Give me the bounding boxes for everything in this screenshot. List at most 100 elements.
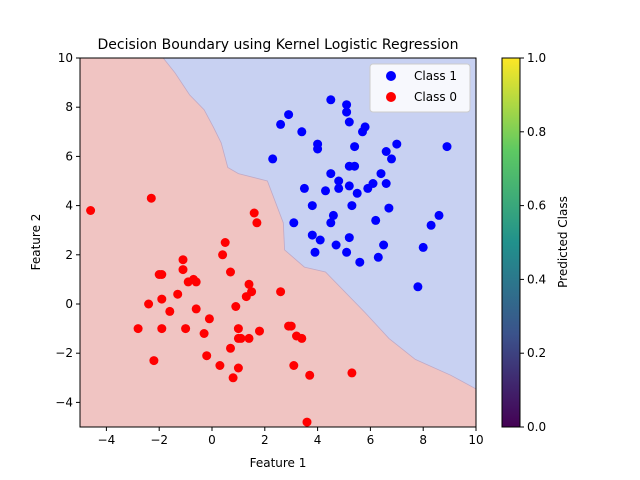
x-tick-label: 0 <box>208 433 216 447</box>
point-class-1 <box>307 230 317 240</box>
point-class-1 <box>334 176 344 186</box>
point-class-1 <box>413 282 423 292</box>
point-class-1 <box>344 181 354 191</box>
y-tick-label: 8 <box>65 100 73 114</box>
y-axis-ticks: −4 −2 0 2 4 6 8 10 <box>55 51 80 409</box>
point-class-1 <box>350 161 360 171</box>
chart-title: Decision Boundary using Kernel Logistic … <box>98 37 459 53</box>
point-class-0 <box>244 333 254 343</box>
legend-label-class-1: Class 1 <box>414 69 457 83</box>
point-class-0 <box>183 277 193 287</box>
point-class-0 <box>226 343 235 353</box>
point-class-1 <box>384 203 394 213</box>
point-class-0 <box>233 324 243 334</box>
point-class-0 <box>252 218 262 228</box>
x-tick-label: −2 <box>150 433 168 447</box>
point-class-0 <box>202 351 212 361</box>
point-class-0 <box>165 306 175 316</box>
y-tick-label: 0 <box>65 297 73 311</box>
legend: Class 1 Class 0 <box>369 63 471 113</box>
legend-label-class-0: Class 0 <box>414 90 457 104</box>
point-class-0 <box>149 356 159 366</box>
point-class-1 <box>371 215 381 225</box>
colorbar: 0.0 0.2 0.4 0.6 0.8 1.0 Predicted Class <box>501 51 570 434</box>
y-tick-label: 10 <box>58 51 73 65</box>
point-class-1 <box>342 100 352 110</box>
point-class-0 <box>173 289 183 299</box>
y-axis-label: Feature 2 <box>29 214 43 271</box>
point-class-0 <box>276 287 286 297</box>
point-class-1 <box>315 235 325 245</box>
x-tick-label: 2 <box>261 433 269 447</box>
point-class-0 <box>133 324 143 334</box>
point-class-0 <box>215 361 225 370</box>
point-class-0 <box>286 321 296 331</box>
point-class-1 <box>352 188 362 198</box>
point-class-0 <box>157 294 167 304</box>
point-class-0 <box>236 333 246 343</box>
point-class-1 <box>289 218 299 228</box>
point-class-0 <box>220 238 230 247</box>
colorbar-tick-label: 0.8 <box>527 125 546 139</box>
point-class-1 <box>326 95 336 105</box>
point-class-0 <box>241 292 251 302</box>
point-class-1 <box>347 201 357 211</box>
point-class-0 <box>199 329 209 338</box>
point-class-0 <box>218 250 228 260</box>
point-class-0 <box>305 370 315 380</box>
colorbar-tick-label: 0.0 <box>527 420 546 434</box>
point-class-1 <box>328 210 338 220</box>
legend-marker-class-1 <box>386 71 396 81</box>
point-class-1 <box>276 119 286 129</box>
data-points <box>86 95 452 427</box>
colorbar-label: Predicted Class <box>556 196 570 288</box>
point-class-1 <box>326 218 336 228</box>
point-class-1 <box>376 169 386 179</box>
point-class-1 <box>313 144 323 154</box>
colorbar-tick-label: 0.2 <box>527 346 546 360</box>
plot-frame <box>79 57 477 428</box>
y-tick-label: 2 <box>65 248 73 262</box>
point-class-1 <box>299 183 309 193</box>
point-class-1 <box>284 110 294 120</box>
x-tick-label: −4 <box>98 433 116 447</box>
x-tick-label: 4 <box>314 433 322 447</box>
point-class-0 <box>228 373 238 383</box>
point-class-1 <box>355 257 365 267</box>
point-class-0 <box>204 314 214 324</box>
colorbar-gradient <box>501 57 521 428</box>
point-class-1 <box>310 247 320 257</box>
point-class-1 <box>297 127 307 137</box>
y-tick-label: −2 <box>55 346 73 360</box>
colorbar-tick-label: 0.6 <box>527 199 546 213</box>
point-class-1 <box>321 186 330 196</box>
point-class-0 <box>347 368 357 378</box>
point-class-0 <box>191 304 201 314</box>
point-class-1 <box>344 233 354 243</box>
point-class-0 <box>244 279 254 289</box>
point-class-1 <box>442 142 452 152</box>
point-class-1 <box>334 183 344 193</box>
point-class-1 <box>358 127 367 137</box>
x-tick-label: 8 <box>419 433 427 447</box>
point-class-0 <box>181 324 191 334</box>
point-class-1 <box>381 147 391 156</box>
point-class-0 <box>297 333 307 343</box>
point-class-0 <box>191 277 201 287</box>
point-class-0 <box>178 265 188 275</box>
x-axis-ticks: −4 −2 0 2 4 6 8 10 <box>98 427 484 447</box>
point-class-0 <box>289 361 299 370</box>
x-tick-label: 10 <box>468 433 483 447</box>
point-class-0 <box>226 267 235 277</box>
x-tick-label: 6 <box>367 433 375 447</box>
point-class-1 <box>363 183 373 193</box>
y-tick-label: 6 <box>65 149 73 163</box>
point-class-1 <box>326 169 336 179</box>
colorbar-ticks: 0.0 0.2 0.4 0.6 0.8 1.0 <box>520 51 546 434</box>
point-class-1 <box>426 220 436 230</box>
legend-marker-class-0 <box>386 92 396 102</box>
plot-area <box>80 58 476 427</box>
point-class-0 <box>146 193 156 203</box>
y-tick-label: −4 <box>55 395 73 409</box>
point-class-1 <box>342 107 352 117</box>
